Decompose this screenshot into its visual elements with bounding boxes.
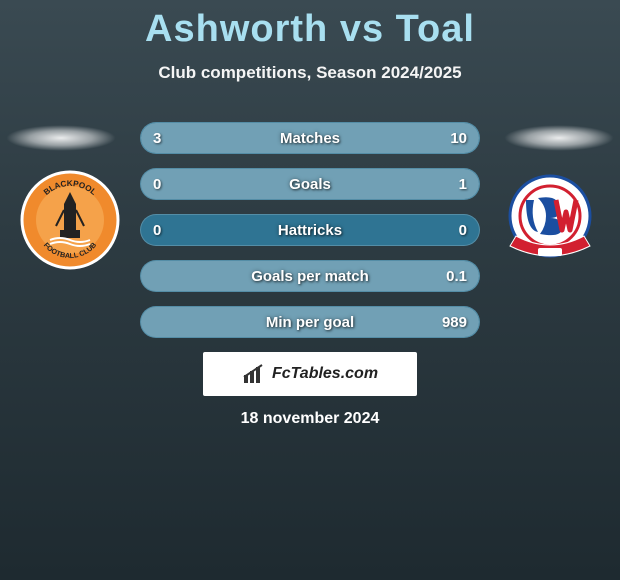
stat-left-value: 0 — [153, 176, 161, 193]
stat-left-value: 0 — [153, 222, 161, 239]
brand-badge: FcTables.com — [203, 352, 417, 396]
spotlight-left — [6, 125, 116, 151]
stat-right-value: 10 — [450, 130, 467, 147]
stat-fill-right — [219, 123, 479, 153]
bar-chart-icon — [242, 363, 268, 385]
bolton-crest-icon — [500, 170, 600, 270]
stat-label: Min per goal — [266, 314, 354, 331]
stat-right-value: 0.1 — [446, 268, 467, 285]
stats-container: 3 Matches 10 0 Goals 1 0 Hattricks 0 Goa… — [140, 122, 480, 352]
stat-left-value: 3 — [153, 130, 161, 147]
stat-row-goals-per-match: Goals per match 0.1 — [140, 260, 480, 292]
spotlight-right — [504, 125, 614, 151]
stat-right-value: 989 — [442, 314, 467, 331]
left-team-crest: BLACKPOOL FOOTBALL CLUB — [20, 170, 120, 270]
page-subtitle: Club competitions, Season 2024/2025 — [0, 63, 620, 83]
date-text: 18 november 2024 — [0, 410, 620, 428]
stat-label: Goals — [289, 176, 331, 193]
stat-row-min-per-goal: Min per goal 989 — [140, 306, 480, 338]
stat-right-value: 0 — [459, 222, 467, 239]
brand-text: FcTables.com — [272, 365, 378, 383]
stat-label: Matches — [280, 130, 340, 147]
stat-row-hattricks: 0 Hattricks 0 — [140, 214, 480, 246]
stat-label: Hattricks — [278, 222, 342, 239]
stat-row-matches: 3 Matches 10 — [140, 122, 480, 154]
page-title: Ashworth vs Toal — [0, 0, 620, 51]
stat-row-goals: 0 Goals 1 — [140, 168, 480, 200]
blackpool-crest-icon: BLACKPOOL FOOTBALL CLUB — [20, 170, 120, 270]
stat-right-value: 1 — [459, 176, 467, 193]
right-team-crest — [500, 170, 600, 270]
stat-label: Goals per match — [251, 268, 369, 285]
